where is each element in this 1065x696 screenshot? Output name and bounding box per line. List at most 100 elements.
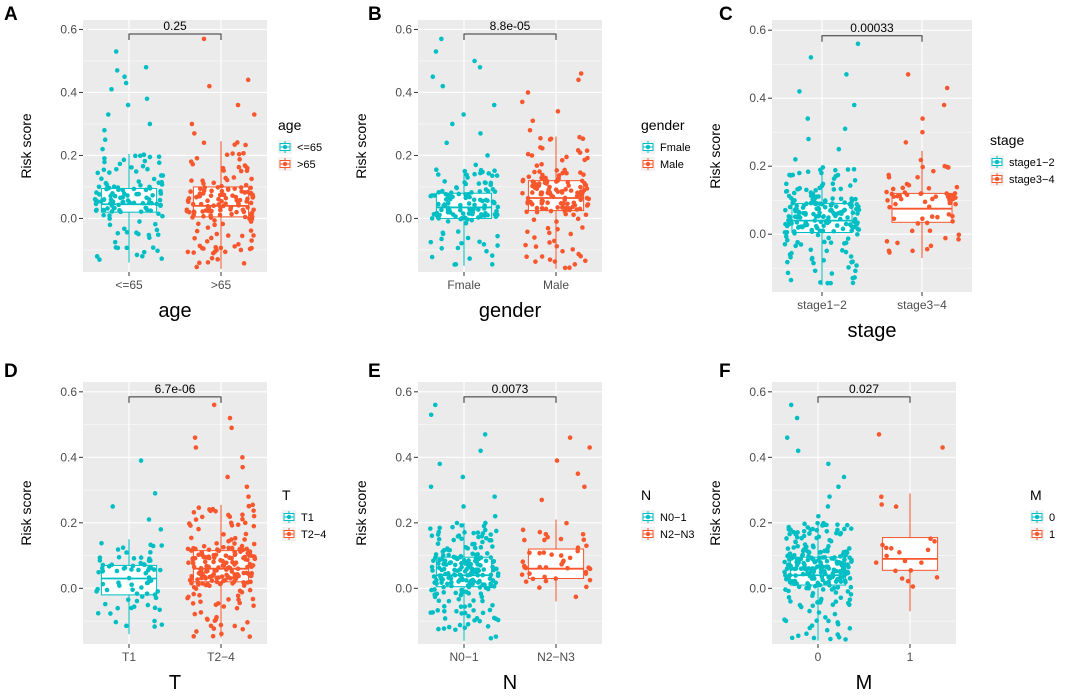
data-point <box>527 550 532 556</box>
data-point <box>847 222 853 227</box>
data-point <box>855 232 860 237</box>
data-point <box>102 601 108 607</box>
data-point <box>548 136 554 142</box>
data-point <box>205 198 210 204</box>
data-point <box>133 153 138 159</box>
data-point <box>796 224 802 230</box>
x-tick-label: T1 <box>122 650 136 664</box>
data-point <box>811 635 817 641</box>
data-point <box>576 77 581 83</box>
data-point <box>459 587 464 593</box>
data-point <box>189 178 194 183</box>
data-point <box>933 194 939 199</box>
data-point <box>156 154 162 160</box>
data-point <box>791 545 797 550</box>
data-point <box>886 174 892 180</box>
data-point <box>458 202 463 208</box>
legend-label: N0−1 <box>660 512 687 524</box>
data-point <box>467 206 472 212</box>
data-point <box>125 102 131 108</box>
data-point <box>110 504 116 509</box>
data-point <box>801 566 807 571</box>
data-point <box>800 571 806 577</box>
data-point <box>884 553 889 559</box>
data-point <box>580 531 586 537</box>
data-point <box>944 85 950 91</box>
data-point <box>211 559 216 565</box>
data-point <box>487 576 493 581</box>
x-axis-label: T <box>169 672 181 694</box>
data-point <box>114 568 120 574</box>
y-tick-label: 0.0 <box>395 211 412 225</box>
data-point <box>488 538 494 543</box>
data-point <box>906 182 912 188</box>
data-point <box>783 573 788 578</box>
data-point <box>483 180 488 186</box>
data-point <box>218 558 223 563</box>
data-point <box>214 568 219 573</box>
data-point <box>492 513 498 519</box>
data-point <box>470 211 475 217</box>
data-point <box>472 171 477 177</box>
data-point <box>462 569 468 574</box>
data-point <box>450 194 455 200</box>
box-group-1 <box>428 402 501 641</box>
data-point <box>101 167 107 173</box>
data-point <box>918 157 924 163</box>
data-point <box>485 624 491 629</box>
data-point <box>235 102 241 108</box>
data-point <box>841 549 847 555</box>
box-group-2 <box>184 36 257 270</box>
legend-label: <=65 <box>297 142 322 154</box>
data-point <box>122 226 127 232</box>
data-point <box>203 208 209 213</box>
data-point <box>782 617 787 622</box>
data-point <box>847 626 853 631</box>
data-point <box>209 578 215 583</box>
data-point <box>873 560 879 565</box>
data-point <box>577 134 582 140</box>
data-point <box>524 209 529 215</box>
data-point <box>823 615 828 620</box>
data-point <box>462 530 467 535</box>
data-point <box>785 270 791 276</box>
data-point <box>251 233 256 238</box>
data-point <box>446 624 452 630</box>
data-point <box>220 221 226 227</box>
data-point <box>158 173 164 178</box>
data-point <box>452 572 457 577</box>
data-point <box>583 569 589 575</box>
data-point <box>818 598 824 603</box>
data-point <box>520 559 526 565</box>
data-point <box>816 205 821 211</box>
data-point <box>449 583 454 589</box>
data-point <box>448 190 454 195</box>
data-point <box>147 184 152 190</box>
y-tick-label: 0.2 <box>60 516 77 530</box>
data-point <box>228 207 233 212</box>
data-point <box>829 556 835 561</box>
data-point <box>787 214 792 220</box>
data-point <box>192 435 198 440</box>
data-point <box>455 229 461 234</box>
data-point <box>831 187 837 192</box>
data-point <box>915 221 921 226</box>
significance-bracket: 0.027 <box>817 382 911 403</box>
data-point <box>210 633 216 639</box>
data-point <box>470 581 475 587</box>
data-point <box>127 200 132 205</box>
data-point <box>553 576 559 581</box>
data-point <box>235 566 241 572</box>
data-point <box>196 505 202 511</box>
data-point <box>494 566 499 572</box>
data-point <box>467 572 473 578</box>
data-point <box>191 564 197 570</box>
data-point <box>555 109 561 114</box>
data-point <box>226 565 232 570</box>
data-point <box>191 634 197 639</box>
data-point <box>244 199 250 204</box>
data-point <box>94 190 99 195</box>
data-point <box>880 542 885 548</box>
data-point <box>837 531 843 537</box>
